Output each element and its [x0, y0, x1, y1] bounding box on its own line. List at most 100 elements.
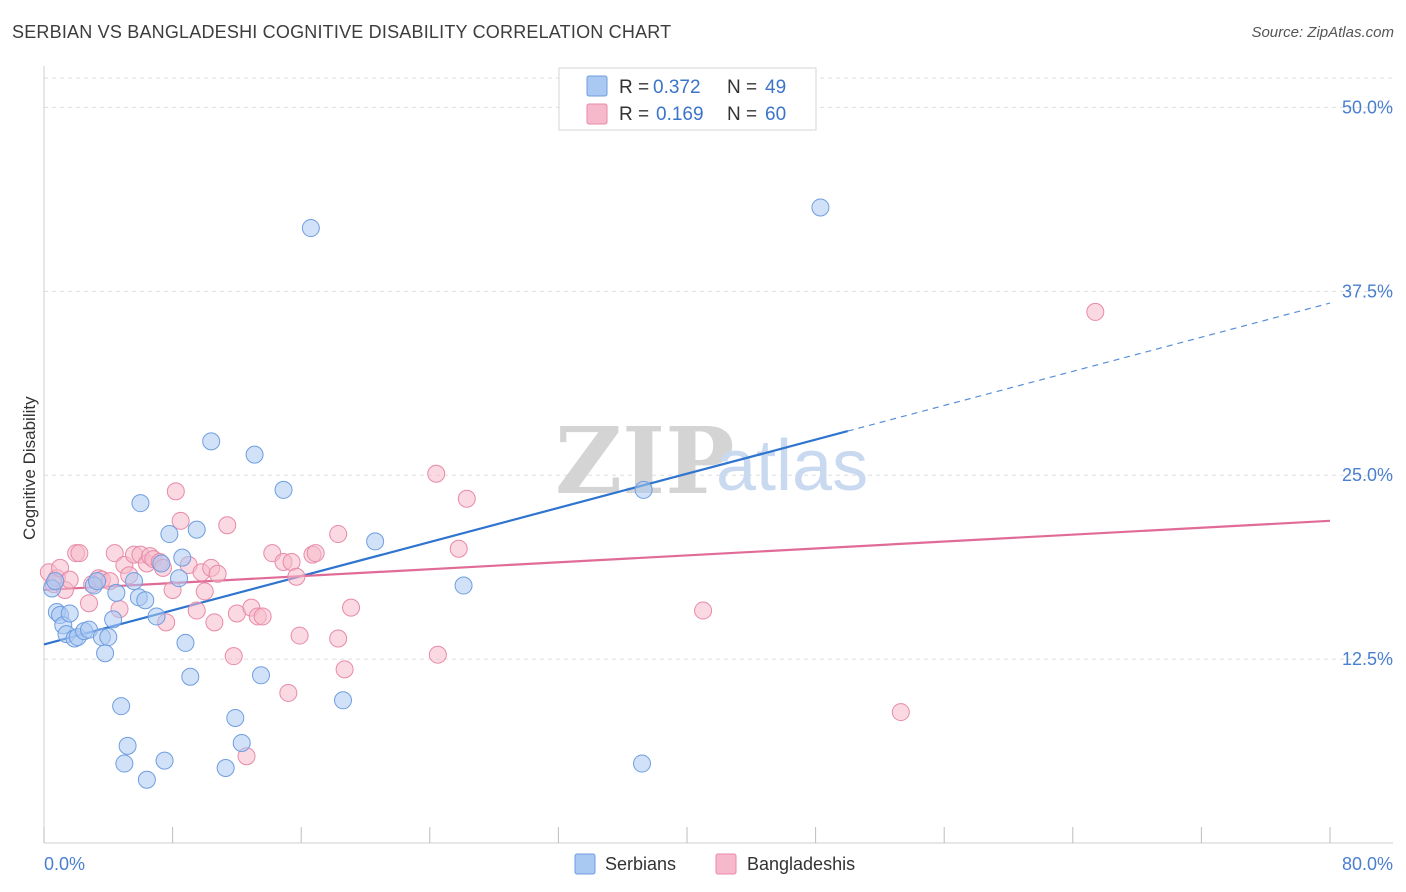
series-legend: Serbians Bangladeshis [574, 853, 855, 875]
series-legend-swatch-serbians [574, 853, 596, 875]
point-serbian [187, 520, 206, 539]
legend-r-value-2: 0.169 [656, 104, 704, 125]
point-serbian [216, 758, 235, 777]
point-serbian [226, 708, 245, 727]
axes [43, 66, 1393, 844]
point-bangladeshi [80, 594, 99, 613]
point-serbian [60, 604, 79, 623]
legend: R = 0.372 N = 49 R = 0.169 N = 60 [558, 67, 817, 131]
point-serbian [366, 532, 385, 551]
trend-lines [43, 302, 1331, 646]
series-legend-swatch-bangladeshis [715, 853, 737, 875]
legend-n-value-1: 49 [765, 77, 786, 98]
legend-r-label-1: R = [619, 77, 649, 98]
y-tick-label: 12.5% [1342, 649, 1393, 669]
y-tick-label: 37.5% [1342, 281, 1393, 301]
point-serbian [454, 576, 473, 595]
point-bangladeshi [457, 489, 476, 508]
point-serbian [176, 633, 195, 652]
point-bangladeshi [428, 645, 447, 664]
point-serbian [96, 644, 115, 663]
point-serbian [155, 751, 174, 770]
point-serbian [147, 607, 166, 626]
x-tick-label-min: 0.0% [44, 854, 85, 874]
trend-line-serbians [43, 430, 849, 646]
y-tick-label: 25.0% [1342, 465, 1393, 485]
legend-swatch-serbians [586, 75, 608, 97]
point-serbian [181, 667, 200, 686]
point-bangladeshi [187, 601, 206, 620]
point-serbian [137, 770, 156, 789]
point-bangladeshi [218, 516, 237, 535]
legend-r-value-1: 0.372 [653, 77, 701, 98]
point-serbian [333, 691, 352, 710]
point-serbian [104, 610, 123, 629]
point-serbian [118, 736, 137, 755]
point-bangladeshi [171, 511, 190, 530]
data-points [39, 198, 1105, 789]
point-serbian [88, 572, 107, 591]
point-serbian [232, 733, 251, 752]
point-serbian [160, 525, 179, 544]
point-serbian [107, 583, 126, 602]
point-bangladeshi [105, 544, 124, 563]
point-bangladeshi [1086, 302, 1105, 321]
point-bangladeshi [335, 660, 354, 679]
point-bangladeshi [224, 647, 243, 666]
watermark-atlas: atlas [716, 426, 868, 506]
series-legend-serbians: Serbians [605, 854, 676, 874]
point-bangladeshi [208, 564, 227, 583]
point-bangladeshi [290, 626, 309, 645]
legend-n-label-1: N = [727, 77, 757, 98]
point-serbian [202, 432, 221, 451]
legend-r-label-2: R = [619, 104, 649, 125]
gridlines [44, 77, 1393, 660]
trend-line-serbians-extension [847, 302, 1331, 432]
point-serbian [152, 554, 171, 573]
point-bangladeshi [694, 601, 713, 620]
point-serbian [245, 445, 264, 464]
point-bangladeshi [166, 482, 185, 501]
y-axis-title: Cognitive Disability [20, 396, 39, 540]
point-bangladeshi [195, 582, 214, 601]
chart-source: Source: ZipAtlas.com [1251, 24, 1394, 41]
point-bangladeshi [427, 464, 446, 483]
point-bangladeshi [279, 683, 298, 702]
point-bangladeshi [329, 629, 348, 648]
point-serbian [115, 754, 134, 773]
point-serbian [170, 569, 189, 588]
point-bangladeshi [205, 613, 224, 632]
point-bangladeshi [287, 567, 306, 586]
point-serbian [112, 697, 131, 716]
point-serbian [46, 572, 65, 591]
point-serbian [125, 572, 144, 591]
series-legend-bangladeshis: Bangladeshis [747, 854, 855, 874]
point-serbian [99, 628, 118, 647]
point-serbian [274, 480, 293, 499]
trend-line-bangladeshis [43, 519, 1331, 592]
x-tick-label-max: 80.0% [1342, 854, 1393, 874]
point-serbian [173, 548, 192, 567]
point-bangladeshi [306, 544, 325, 563]
point-bangladeshi [70, 544, 89, 563]
point-serbian [632, 754, 651, 773]
y-tick-label: 50.0% [1342, 97, 1393, 117]
point-bangladeshi [253, 607, 272, 626]
point-serbian [136, 591, 155, 610]
watermark: ZIP atlas [555, 407, 868, 515]
legend-n-label-2: N = [727, 104, 757, 125]
point-serbian [252, 666, 271, 685]
ticks: 12.5% 25.0% 37.5% 50.0% 0.0% 80.0% [43, 97, 1393, 874]
legend-n-value-2: 60 [765, 104, 786, 125]
point-serbian [131, 494, 150, 513]
point-bangladeshi [342, 598, 361, 617]
point-serbian [634, 480, 653, 499]
point-bangladeshi [449, 539, 468, 558]
point-serbian [301, 219, 320, 238]
point-bangladeshi [329, 525, 348, 544]
chart-title: SERBIAN VS BANGLADESHI COGNITIVE DISABIL… [12, 22, 672, 42]
point-bangladeshi [891, 703, 910, 722]
legend-swatch-bangladeshis [586, 103, 608, 125]
point-serbian [811, 198, 830, 217]
